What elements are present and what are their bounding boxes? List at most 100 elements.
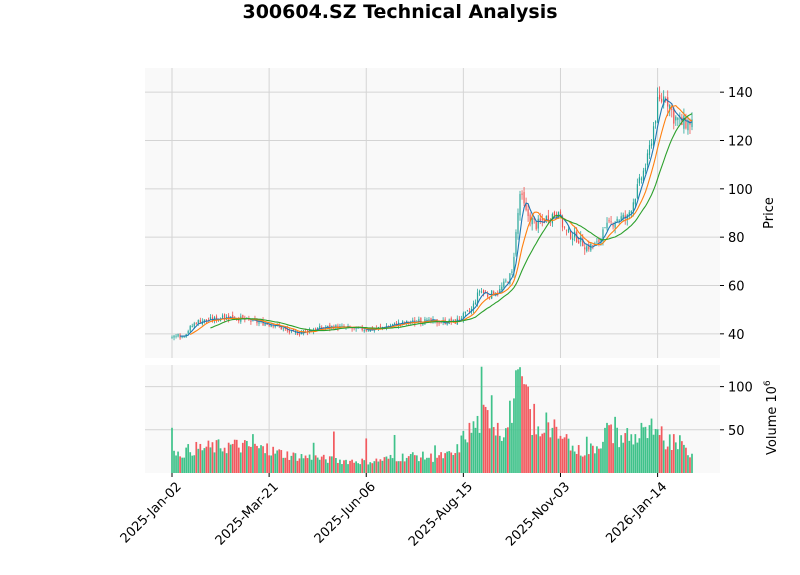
volume-bar	[256, 445, 258, 473]
volume-bar	[504, 428, 507, 473]
candlestick	[610, 215, 612, 224]
volume-bar	[687, 455, 689, 473]
volume-bar	[426, 457, 428, 473]
volume-bar	[642, 427, 645, 473]
candlestick	[187, 329, 189, 335]
candle-body	[321, 326, 323, 329]
candle-body	[256, 319, 258, 324]
volume-bar	[664, 449, 667, 473]
volume-bar	[515, 370, 517, 473]
volume-bar	[626, 428, 629, 473]
volume-bar	[248, 446, 250, 473]
candle-body	[628, 212, 630, 216]
volume-bar	[679, 435, 681, 473]
volume-bar	[339, 459, 341, 473]
candle-body	[438, 322, 440, 324]
volume-bar	[569, 450, 572, 473]
volume-bar	[622, 442, 625, 473]
moving-average-ma20	[210, 113, 693, 332]
volume-bar	[490, 395, 493, 473]
volume-bar	[415, 455, 418, 473]
volume-bar	[399, 461, 402, 473]
volume-bar	[460, 435, 463, 473]
candle-body	[576, 231, 578, 242]
candle-body	[274, 326, 276, 327]
volume-bar	[537, 426, 540, 473]
volume-bar	[565, 434, 568, 473]
candlestick	[541, 214, 543, 227]
candle-body	[282, 328, 284, 330]
candle-body	[468, 311, 471, 312]
candle-body	[183, 336, 185, 338]
candle-body	[224, 314, 226, 320]
volume-bar	[498, 435, 501, 473]
x-tick-label: 2025-Jun-06	[312, 479, 379, 546]
volume-bar	[456, 444, 459, 473]
volume-bar	[355, 461, 357, 473]
candle-body	[402, 321, 404, 324]
candle-body	[610, 221, 612, 223]
candlestick	[450, 316, 452, 325]
candlestick	[654, 120, 657, 129]
grid	[145, 68, 720, 473]
volume-bar	[470, 432, 473, 473]
volume-bar	[272, 446, 275, 473]
volume-bar	[488, 428, 491, 473]
price-tick-label: 140	[728, 86, 753, 101]
volume-bar	[656, 429, 659, 473]
volume-bar	[502, 437, 505, 473]
candle-body	[264, 323, 266, 326]
candlestick	[224, 313, 226, 322]
price-tick-label: 80	[728, 231, 745, 246]
candle-body	[179, 334, 181, 339]
candle-body	[290, 330, 292, 332]
volume-bar	[420, 457, 422, 473]
candle-body	[232, 315, 234, 319]
candle-body	[195, 323, 197, 325]
volume-bar	[371, 463, 374, 473]
volume-bar	[442, 458, 444, 473]
volume-bar	[185, 447, 188, 473]
candlestick	[638, 173, 640, 186]
candlestick	[545, 215, 547, 223]
volume-bar	[535, 434, 538, 473]
candle-body	[250, 320, 252, 322]
candlestick	[195, 322, 197, 325]
candle-body	[426, 319, 428, 321]
volume-bar	[351, 459, 353, 473]
candlestick	[294, 330, 297, 335]
volume-bar	[468, 422, 471, 473]
candle-body	[673, 108, 675, 124]
volume-bar	[436, 457, 438, 473]
candlestick	[683, 108, 685, 134]
candle-body	[545, 215, 547, 222]
volume-bar	[347, 464, 349, 473]
candle-body	[584, 247, 586, 250]
volume-bar	[424, 459, 426, 473]
x-tick-label: 2025-Mar-21	[213, 479, 282, 548]
candle-body	[211, 317, 214, 321]
candle-body	[440, 322, 442, 324]
candle-body	[596, 241, 598, 243]
volume-bar	[389, 454, 392, 473]
price-tick-label: 120	[728, 135, 753, 150]
volume-bar	[353, 462, 355, 473]
volume-bar	[318, 459, 321, 473]
candlestick	[507, 281, 509, 283]
candlestick	[505, 278, 507, 283]
volume-bar	[533, 403, 536, 473]
volume-bar	[387, 458, 390, 473]
candle-body	[543, 219, 545, 223]
candle-body	[341, 325, 343, 327]
candlestick	[634, 198, 636, 208]
candle-body	[638, 177, 640, 184]
candlestick	[197, 319, 199, 326]
candlestick	[572, 233, 574, 246]
volume-bar	[575, 453, 578, 473]
candle-body	[187, 331, 189, 334]
candlestick	[606, 217, 608, 231]
candlestick	[644, 163, 647, 174]
volume-bar	[221, 451, 224, 473]
candle-body	[493, 291, 495, 296]
volume-bar	[432, 461, 434, 473]
